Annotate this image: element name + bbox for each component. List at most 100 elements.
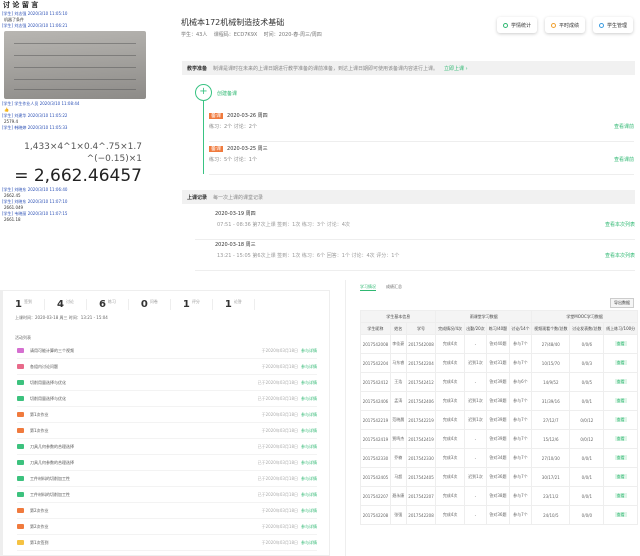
view-prep-link[interactable]: 查看课前 bbox=[613, 124, 634, 130]
table-cell: 参与7个 bbox=[508, 391, 533, 411]
header-row: 学生昵称 姓名 学号 完成情况/4次 出勤/20次 练习/40题 讨论/14个 视频观看个数/… bbox=[360, 322, 638, 335]
stat-number: 0 bbox=[140, 299, 148, 310]
view-prep-link[interactable]: 查看课前 bbox=[613, 157, 634, 163]
view-button[interactable]: 查看 bbox=[614, 379, 627, 384]
activity-detail-link[interactable]: 参与详情 bbox=[301, 395, 317, 401]
message-author[interactable]: [学生] 韦晓丽 bbox=[2, 211, 27, 216]
table-cell: - bbox=[463, 505, 488, 525]
activity-detail-link[interactable]: 参与详情 bbox=[301, 443, 317, 449]
table-cell: 答对34题 bbox=[486, 448, 510, 468]
message-author[interactable]: [学生] 刘晓东 bbox=[2, 187, 27, 192]
activity-row[interactable]: 第2次作业 于2020年03月18日 参与详情 bbox=[17, 503, 317, 519]
view-button[interactable]: 查看 bbox=[614, 417, 627, 422]
export-button[interactable]: 导出数据 bbox=[610, 298, 634, 308]
message-body: 机器了条件 bbox=[4, 17, 24, 22]
activity-row[interactable]: 第1次签到 于2020年03月18日 参与详情 bbox=[17, 535, 317, 551]
stat-item: 1 评分 bbox=[183, 299, 213, 310]
activity-row[interactable]: 切削用量选择与优化 已于2020年03月18日 参与详情 bbox=[17, 391, 317, 407]
view-button[interactable]: 查看 bbox=[614, 455, 627, 460]
view-button[interactable]: 查看 bbox=[614, 512, 627, 517]
handwritten-photo[interactable] bbox=[4, 31, 146, 99]
view-button[interactable]: 查看 bbox=[614, 341, 627, 346]
view-record-link[interactable]: 查看本次列表 bbox=[604, 222, 635, 228]
activity-detail-link[interactable]: 参与详情 bbox=[301, 491, 317, 497]
view-record-link[interactable]: 查看本次列表 bbox=[604, 253, 635, 259]
activity-detail-link[interactable]: 参与详情 bbox=[301, 411, 317, 417]
table-cell: 迟到1次 bbox=[463, 391, 488, 411]
table-cell: 0/0/12 bbox=[569, 429, 605, 449]
activity-row[interactable]: 第1次作业 于2020年03月18日 参与详情 bbox=[17, 423, 317, 439]
course-action-button[interactable]: 平时成绩 bbox=[545, 17, 586, 33]
course-action-button[interactable]: 学情统计 bbox=[497, 17, 538, 33]
activity-detail-link[interactable]: 参与详情 bbox=[301, 363, 317, 369]
folder-icon bbox=[17, 540, 24, 545]
activity-detail-link[interactable]: 参与详情 bbox=[301, 523, 317, 529]
stat-label: 评分 bbox=[191, 299, 200, 304]
folder-icon bbox=[17, 412, 24, 417]
stat-label: 论答 bbox=[233, 299, 242, 304]
table-cell: 2017542219 bbox=[405, 410, 437, 430]
activity-row[interactable]: 刀具几何参数的合理选择 已于2020年03月18日 参与详情 bbox=[17, 455, 317, 471]
view-button[interactable]: 查看 bbox=[614, 360, 627, 365]
table-cell: 2017542406 bbox=[360, 391, 391, 411]
table-cell: - bbox=[463, 486, 488, 506]
column-header: 出勤/20次 bbox=[463, 322, 488, 335]
message-author[interactable]: [学生] 刘晓东 bbox=[2, 199, 27, 204]
message-author[interactable]: [学生] 刘志强 bbox=[2, 11, 27, 16]
table-cell: 27/10/30 bbox=[531, 448, 571, 468]
message-author[interactable]: [学生] 刘志强 bbox=[2, 23, 27, 28]
activity-title: 刀具几何参数的合理选择 bbox=[30, 459, 74, 465]
folder-icon bbox=[17, 476, 24, 481]
column-header: 讨论/14个 bbox=[508, 322, 533, 335]
activity-list-title: 活动列表 bbox=[15, 335, 31, 340]
table-cell: 查看 bbox=[603, 391, 638, 411]
table-cell: 2017542219 bbox=[360, 410, 391, 430]
create-prep-icon[interactable]: + bbox=[195, 84, 212, 101]
view-button[interactable]: 查看 bbox=[614, 493, 627, 498]
view-button[interactable]: 查看 bbox=[614, 436, 627, 441]
table-cell: 参与7个 bbox=[508, 448, 533, 468]
activity-detail-link[interactable]: 参与详情 bbox=[301, 539, 317, 545]
activity-row[interactable]: 切削用量选择与优化 已于2020年03月18日 参与详情 bbox=[17, 375, 317, 391]
message-author[interactable]: [学生] 刘建华 bbox=[2, 113, 27, 118]
activity-detail-link[interactable]: 参与详情 bbox=[301, 475, 317, 481]
folder-icon bbox=[17, 428, 24, 433]
message-time: 2020/3/10 11:06:21 bbox=[27, 23, 68, 28]
activity-detail-link[interactable]: 参与详情 bbox=[301, 459, 317, 465]
activity-detail-link[interactable]: 参与详情 bbox=[301, 507, 317, 513]
folder-icon bbox=[17, 380, 24, 385]
activity-row[interactable]: 工件材料的切削加工性 已于2020年03月18日 参与详情 bbox=[17, 487, 317, 503]
message-author[interactable]: [学生] 韩晓婷 bbox=[2, 125, 27, 130]
activity-detail-link[interactable]: 参与详情 bbox=[301, 347, 317, 353]
stat-item: 0 问卷 bbox=[141, 299, 171, 310]
record-bar: 上课记录 每一次上课的课堂记录 bbox=[182, 190, 635, 204]
table-cell: 27/12/7 bbox=[531, 410, 571, 430]
table-cell: 0/0/1 bbox=[569, 391, 605, 411]
activity-row[interactable]: 请用可能计算的三个视频 于2020年03月18日 参与详情 bbox=[17, 343, 317, 359]
start-class-link[interactable]: 立即上课 › bbox=[444, 65, 468, 72]
message-author[interactable]: [学生] 学生作业人员 bbox=[2, 101, 39, 106]
course-code: 课程码：ECD7K9X bbox=[213, 32, 258, 38]
table-cell: 答对39题 bbox=[486, 429, 510, 449]
activity-date: 已于2020年03月18日 bbox=[257, 475, 298, 481]
column-header: 完成情况/4次 bbox=[435, 322, 465, 335]
tab-grades[interactable]: 成绩汇总 bbox=[386, 284, 402, 289]
create-prep-link[interactable]: 创建备课 bbox=[217, 91, 238, 97]
activity-row[interactable]: 第2次作业 于2020年03月18日 参与详情 bbox=[17, 519, 317, 535]
activity-row[interactable]: 各组内讨论问题 于2020年03月18日 参与详情 bbox=[17, 359, 317, 375]
tab-learning[interactable]: 学习情况 bbox=[360, 284, 376, 291]
activity-row[interactable]: 第1次作业 于2020年03月18日 参与详情 bbox=[17, 407, 317, 423]
activity-title: 工件材料的切削加工性 bbox=[30, 475, 70, 481]
stat-item: 1 论答 bbox=[225, 299, 255, 310]
activity-detail-link[interactable]: 参与详情 bbox=[301, 427, 317, 433]
activity-row[interactable]: 刀具几何参数的合理选择 已于2020年03月18日 参与详情 bbox=[17, 439, 317, 455]
view-button[interactable]: 查看 bbox=[614, 474, 627, 479]
view-button[interactable]: 查看 bbox=[614, 398, 627, 403]
course-action-button[interactable]: 学生管理 bbox=[593, 17, 634, 33]
activity-detail-link[interactable]: 参与详情 bbox=[301, 379, 317, 385]
activity-row[interactable]: 工件材料的切削加工性 已于2020年03月18日 参与详情 bbox=[17, 471, 317, 487]
message-body: 2661.049 bbox=[4, 205, 24, 210]
prep-bar: 教学准备 制课是课时在未来的上课日期进行教学准备的课前准备，到达上课日期即可使用该… bbox=[182, 61, 635, 75]
course-title: 机械本172机械制造技术基础 bbox=[181, 18, 285, 27]
table-cell: 张强 bbox=[389, 505, 407, 525]
